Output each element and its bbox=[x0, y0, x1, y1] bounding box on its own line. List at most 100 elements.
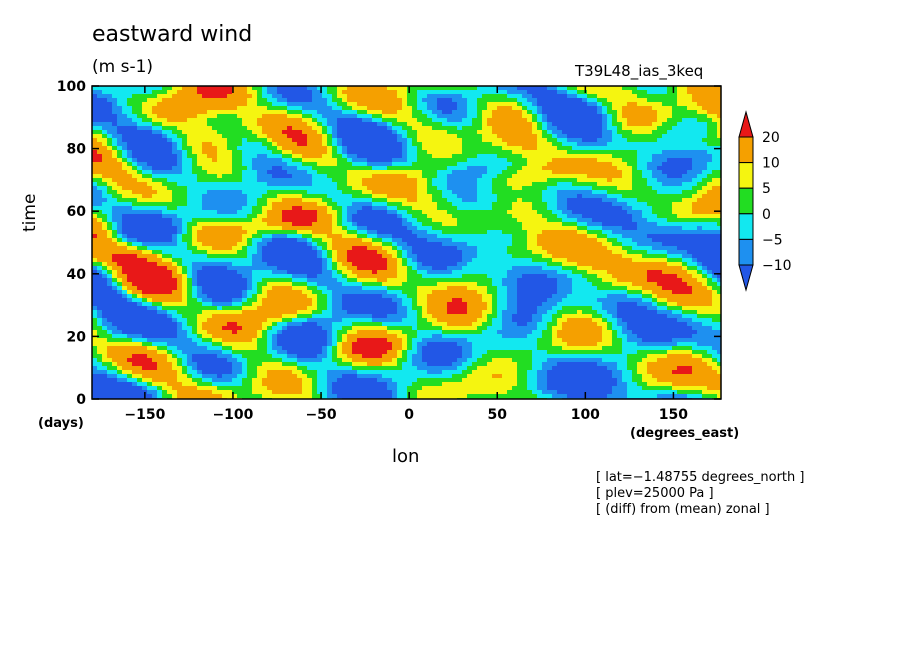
heatmap-cell bbox=[597, 90, 603, 95]
heatmap-cell bbox=[192, 98, 198, 103]
heatmap-cell bbox=[342, 106, 348, 111]
heatmap-cell bbox=[662, 206, 668, 211]
heatmap-cell bbox=[567, 90, 573, 95]
heatmap-cell bbox=[102, 210, 108, 215]
heatmap-cell bbox=[487, 154, 493, 159]
heatmap-cell bbox=[142, 178, 148, 183]
heatmap-cell bbox=[707, 202, 713, 207]
heatmap-cell bbox=[97, 114, 103, 119]
heatmap-cell bbox=[207, 162, 213, 167]
heatmap-cell bbox=[587, 126, 593, 131]
heatmap-cell bbox=[222, 122, 228, 127]
heatmap-cell bbox=[687, 238, 693, 243]
heatmap-cell bbox=[342, 118, 348, 123]
heatmap-cell bbox=[562, 130, 568, 135]
heatmap-cell bbox=[107, 126, 113, 131]
heatmap-cell bbox=[362, 238, 368, 243]
heatmap-cell bbox=[342, 218, 348, 223]
heatmap-cell bbox=[357, 174, 363, 179]
heatmap-cell bbox=[252, 194, 258, 199]
heatmap-cell bbox=[452, 178, 458, 183]
heatmap-cell bbox=[682, 178, 688, 183]
heatmap-cell bbox=[577, 134, 583, 139]
heatmap-cell bbox=[527, 194, 533, 199]
heatmap-cell bbox=[677, 206, 683, 211]
heatmap-cell bbox=[97, 166, 103, 171]
heatmap-cell bbox=[462, 154, 468, 159]
heatmap-cell bbox=[372, 206, 378, 211]
heatmap-cell bbox=[567, 198, 573, 203]
heatmap-cell bbox=[517, 150, 523, 155]
heatmap-cell bbox=[482, 142, 488, 147]
heatmap-cell bbox=[717, 150, 722, 155]
heatmap-cell bbox=[622, 182, 628, 187]
heatmap-cell bbox=[157, 170, 163, 175]
heatmap-cell bbox=[502, 174, 508, 179]
heatmap-cell bbox=[432, 154, 438, 159]
heatmap-cell bbox=[542, 222, 548, 227]
heatmap-cell bbox=[122, 150, 128, 155]
heatmap-cell bbox=[622, 170, 628, 175]
heatmap-cell bbox=[357, 114, 363, 119]
heatmap-cell bbox=[457, 166, 463, 171]
heatmap-cell bbox=[452, 198, 458, 203]
heatmap-cell bbox=[367, 150, 373, 155]
heatmap-cell bbox=[427, 86, 433, 91]
heatmap-cell bbox=[537, 158, 543, 163]
heatmap-cell bbox=[442, 126, 448, 131]
heatmap-cell bbox=[447, 242, 453, 247]
heatmap-cell bbox=[707, 158, 713, 163]
heatmap-cell bbox=[322, 174, 328, 179]
heatmap-cell bbox=[557, 194, 563, 199]
heatmap-cell bbox=[357, 90, 363, 95]
heatmap-cell bbox=[387, 162, 393, 167]
heatmap-cell bbox=[687, 182, 693, 187]
heatmap-cell bbox=[517, 186, 523, 191]
heatmap-cell bbox=[247, 194, 253, 199]
heatmap-cell bbox=[392, 166, 398, 171]
heatmap-cell bbox=[232, 102, 238, 107]
heatmap-cell bbox=[522, 194, 528, 199]
heatmap-cell bbox=[367, 234, 373, 239]
heatmap-cell bbox=[182, 122, 188, 127]
heatmap-cell bbox=[472, 102, 478, 107]
heatmap-cell bbox=[202, 114, 208, 119]
heatmap-cell bbox=[307, 122, 313, 127]
heatmap-cell bbox=[437, 194, 443, 199]
heatmap-cell bbox=[227, 134, 233, 139]
heatmap-cell bbox=[327, 218, 333, 223]
heatmap-cell bbox=[182, 146, 188, 151]
heatmap-cell bbox=[257, 138, 263, 143]
heatmap-cell bbox=[557, 158, 563, 163]
heatmap-cell bbox=[412, 238, 418, 243]
heatmap-cell bbox=[312, 98, 318, 103]
heatmap-cell bbox=[707, 86, 713, 91]
heatmap-cell bbox=[512, 90, 518, 95]
heatmap-cell bbox=[582, 218, 588, 223]
heatmap-cell bbox=[152, 90, 158, 95]
heatmap-cell bbox=[707, 162, 713, 167]
heatmap-cell bbox=[517, 170, 523, 175]
heatmap-cell bbox=[677, 114, 683, 119]
heatmap-cell bbox=[487, 238, 493, 243]
heatmap-cell bbox=[607, 166, 613, 171]
heatmap-cell bbox=[272, 226, 278, 231]
heatmap-cell bbox=[562, 106, 568, 111]
heatmap-cell bbox=[697, 190, 703, 195]
heatmap-cell bbox=[547, 218, 553, 223]
heatmap-cell bbox=[542, 198, 548, 203]
heatmap-cell bbox=[592, 134, 598, 139]
heatmap-cell bbox=[392, 90, 398, 95]
heatmap-cell bbox=[597, 146, 603, 151]
heatmap-cell bbox=[592, 98, 598, 103]
heatmap-cell bbox=[92, 86, 98, 91]
heatmap-cell bbox=[377, 134, 383, 139]
heatmap-cell bbox=[177, 150, 183, 155]
heatmap-cell bbox=[247, 186, 253, 191]
heatmap-cell bbox=[267, 98, 273, 103]
heatmap-cell bbox=[637, 190, 643, 195]
heatmap-cell bbox=[627, 122, 633, 127]
heatmap-cell bbox=[97, 210, 103, 215]
heatmap-cell bbox=[627, 130, 633, 135]
heatmap-cell bbox=[477, 122, 483, 127]
